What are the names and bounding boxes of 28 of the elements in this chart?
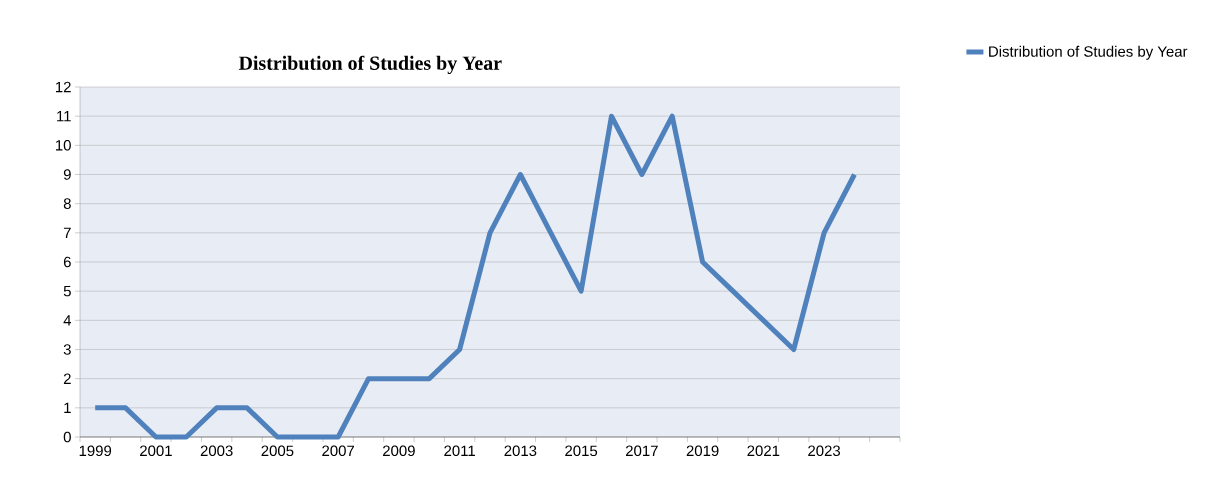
x-tick-label: 2003 [200, 445, 233, 457]
y-tick-label: 3 [63, 344, 71, 355]
x-tick-label: 2009 [383, 445, 415, 457]
y-tick-label: 6 [63, 256, 71, 268]
x-tick-label: 2013 [504, 445, 537, 457]
x-tick-label: 2017 [625, 445, 658, 457]
y-tick-label: 8 [63, 198, 71, 209]
y-tick-label: 7 [63, 227, 71, 238]
x-tick-label: 2001 [140, 445, 172, 457]
chart-title: Distribution of Studies by Year [238, 55, 502, 74]
x-tick-label: 2015 [565, 445, 598, 457]
x-tick-label: 2011 [444, 445, 475, 457]
x-tick-label: 2007 [322, 445, 355, 457]
legend-label: Distribution of Studies by Year [989, 45, 1188, 60]
x-tick-label: 2021 [747, 445, 780, 457]
y-tick-label: 10 [56, 140, 71, 151]
y-tick-label: 12 [56, 81, 71, 93]
x-tick-label: 2019 [686, 445, 719, 457]
x-tick-label: 1999 [79, 445, 112, 457]
x-tick-label: 2005 [261, 445, 294, 457]
y-tick-label: 9 [63, 169, 71, 180]
y-tick-label: 5 [63, 285, 71, 297]
y-tick-label: 11 [57, 111, 71, 122]
y-tick-label: 1 [64, 402, 71, 413]
y-tick-label: 4 [63, 315, 72, 326]
y-tick-label: 2 [63, 373, 71, 384]
x-tick-label: 2023 [808, 445, 841, 457]
y-tick-label: 0 [63, 431, 71, 443]
